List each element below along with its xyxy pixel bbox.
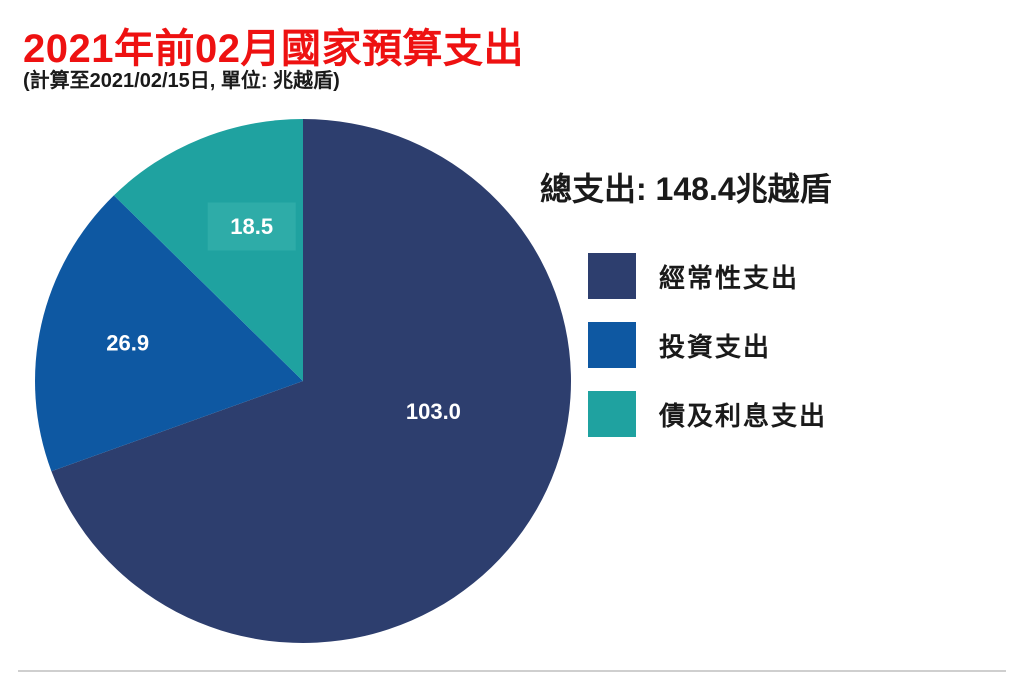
value-label-highlight-box (207, 202, 296, 251)
legend-label-debt-interest: 債及利息支出 (659, 400, 828, 431)
legend-item-recurrent: 經常性支出 (588, 253, 827, 299)
pie-slice-0 (51, 119, 572, 643)
pie-slice-1 (35, 195, 304, 472)
total-expenditure-label: 總支出: 148.4兆越盾 (540, 171, 832, 207)
legend-swatch-debt-interest (588, 391, 636, 437)
legend-label-recurrent: 經常性支出 (659, 262, 800, 293)
chart-subtitle: (計算至2021/02/15日, 單位: 兆越盾) (23, 70, 340, 92)
pie-value-label-2: 18.5 (230, 214, 273, 239)
pie-value-label-0: 103.0 (406, 399, 461, 424)
legend-swatch-investment (588, 322, 636, 368)
bottom-divider (18, 670, 1006, 672)
legend-swatch-recurrent (588, 253, 636, 299)
legend: 經常性支出 投資支出 債及利息支出 (588, 253, 827, 437)
chart-title: 2021年前02月國家預算支出 (23, 27, 524, 71)
legend-item-debt-interest: 債及利息支出 (588, 391, 827, 437)
legend-label-investment: 投資支出 (659, 331, 772, 362)
pie-value-label-1: 26.9 (106, 331, 149, 356)
legend-item-investment: 投資支出 (588, 322, 827, 368)
